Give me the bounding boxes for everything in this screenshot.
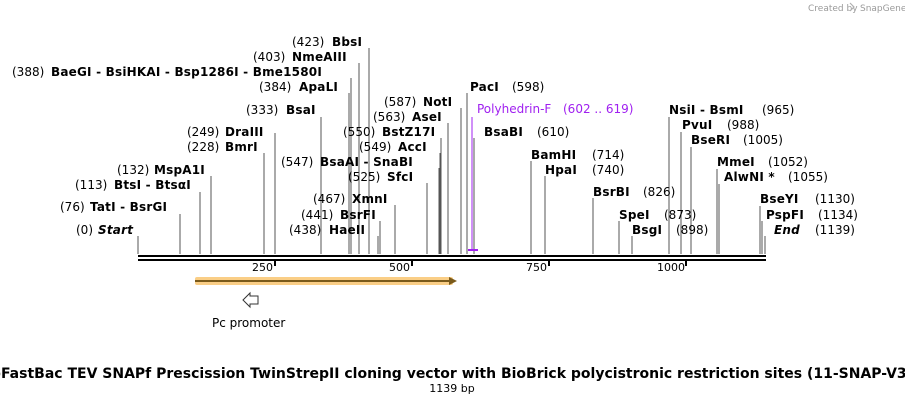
site-pos: (525) <box>348 170 380 184</box>
site-pos: (563) <box>373 110 405 124</box>
primer-range: (602 .. 619) <box>563 102 633 116</box>
site-name[interactable]: PspFI <box>766 208 804 222</box>
site-pos: (384) <box>259 80 291 94</box>
site-pos: (228) <box>187 140 219 154</box>
site-name[interactable]: TatI - BsrGI <box>90 200 167 214</box>
site-pos: (423) <box>292 35 324 49</box>
feature-label: Pc promoter <box>212 316 285 330</box>
site-name[interactable]: BsrFI <box>340 208 376 222</box>
site-name[interactable]: BsaI <box>286 103 316 117</box>
site-name[interactable]: End <box>774 223 800 237</box>
site-pos: (1134) <box>818 208 858 222</box>
site-name[interactable]: AlwNI * <box>724 170 775 184</box>
site-name[interactable]: BmrI <box>225 140 258 154</box>
site-name[interactable]: BsgI <box>632 223 662 237</box>
site-pos: (403) <box>253 50 285 64</box>
site-pos: (438) <box>289 223 321 237</box>
site-pos: (826) <box>643 185 675 199</box>
primer-name[interactable]: Polyhedrin-F <box>477 102 551 116</box>
pc-promoter-arrowhead-icon <box>449 277 457 285</box>
site-name[interactable]: BseYI <box>760 192 799 206</box>
site-pos: (1052) <box>768 155 808 169</box>
promoter-arrow-icon <box>242 291 259 309</box>
site-pos: (388) <box>12 65 44 79</box>
site-name[interactable]: MmeI <box>717 155 755 169</box>
site-name[interactable]: XmnI <box>352 192 388 206</box>
site-name[interactable]: HpaI <box>545 163 577 177</box>
map-title: pFastBac TEV SNAPf Prescission TwinStrep… <box>0 366 905 382</box>
credit-text: Created by <box>808 4 858 14</box>
site-name[interactable]: NmeAIII <box>292 50 347 64</box>
snapgene-logo-icon <box>849 2 855 12</box>
site-pos: (113) <box>75 178 107 192</box>
snapgene-brand: SnapGene <box>860 4 905 14</box>
site-pos: (132) <box>117 163 149 177</box>
site-name[interactable]: BamHI <box>531 148 576 162</box>
site-name[interactable]: BstZ17I <box>382 125 435 139</box>
site-pos: (1055) <box>788 170 828 184</box>
site-name[interactable]: HaeII <box>329 223 365 237</box>
tick-750: 750 <box>526 261 547 274</box>
site-pos: (1139) <box>815 223 855 237</box>
site-pos: (873) <box>664 208 696 222</box>
site-pos: (549) <box>359 140 391 154</box>
site-pos: (467) <box>313 192 345 206</box>
site-name[interactable]: BbsI <box>332 35 362 49</box>
site-pos: (988) <box>727 118 759 132</box>
tick-500: 500 <box>389 261 410 274</box>
site-pos: (610) <box>537 125 569 139</box>
site-pos: (550) <box>343 125 375 139</box>
site-name[interactable]: BsaBI <box>484 125 523 139</box>
site-pos: (740) <box>592 163 624 177</box>
site-labels: (0) Start (76) TatI - BsrGI (113) BtsI -… <box>12 35 858 237</box>
site-pos: (547) <box>281 155 313 169</box>
site-name[interactable]: NsiI - BsmI <box>669 103 744 117</box>
site-name[interactable]: NotI <box>423 95 452 109</box>
site-name[interactable]: SpeI <box>619 208 650 222</box>
site-pos: (441) <box>301 208 333 222</box>
site-name[interactable]: BseRI <box>691 133 730 147</box>
site-name[interactable]: BsaAI - SnaBI <box>320 155 413 169</box>
site-pos: (587) <box>384 95 416 109</box>
site-pos: (1130) <box>815 192 855 206</box>
site-name[interactable]: AseI <box>412 110 442 124</box>
site-name[interactable]: BaeGI - BsiHKAI - Bsp1286I - Bme1580I <box>51 65 322 79</box>
site-name[interactable]: BtsI - BtsαI <box>114 178 191 192</box>
site-lines <box>137 48 766 254</box>
site-name[interactable]: DraIII <box>225 125 264 139</box>
site-pos: (714) <box>592 148 624 162</box>
site-name[interactable]: AccI <box>398 140 427 154</box>
site-name[interactable]: SfcI <box>387 170 413 184</box>
site-pos: (965) <box>762 103 794 117</box>
tick-1000: 1000 <box>657 261 685 274</box>
site-pos: (0) <box>76 223 93 237</box>
site-pos: (898) <box>676 223 708 237</box>
site-name[interactable]: ApaLI <box>299 80 338 94</box>
site-name[interactable]: PvuI <box>682 118 712 132</box>
site-pos: (598) <box>512 80 544 94</box>
sequence-length: 1139 bp <box>429 382 474 395</box>
site-pos: (76) <box>60 200 85 214</box>
site-name[interactable]: BsrBI <box>593 185 630 199</box>
ruler-ticks <box>274 260 687 266</box>
site-pos: (249) <box>187 125 219 139</box>
tick-250: 250 <box>252 261 273 274</box>
site-pos: (333) <box>246 103 278 117</box>
site-pos: (1005) <box>743 133 783 147</box>
site-name[interactable]: MspA1I <box>154 163 205 177</box>
site-name[interactable]: Start <box>98 223 134 237</box>
site-name[interactable]: PacI <box>470 80 499 94</box>
